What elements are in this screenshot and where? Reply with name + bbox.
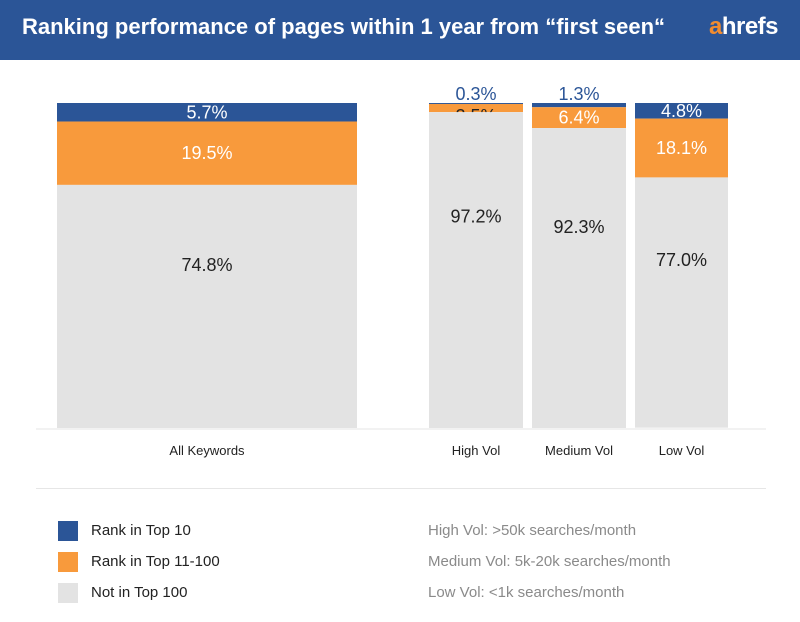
- bar-high-vol-top11-100: [429, 103, 523, 113]
- volume-notes: High Vol: >50k searches/month Medium Vol…: [428, 515, 671, 608]
- note-high-vol: High Vol: >50k searches/month: [428, 522, 637, 539]
- bar-medium-vol-top10: [532, 103, 626, 108]
- ahrefs-logo: ahrefs: [708, 13, 779, 41]
- x-tick-label-high-vol: High Vol: [452, 443, 501, 458]
- legend-divider: [36, 488, 766, 489]
- note-low-vol: Low Vol: <1k searches/month: [428, 584, 625, 601]
- legend-swatch-top11-100: [58, 551, 78, 572]
- data-label-low-vol-top10: 4.8%: [661, 101, 702, 121]
- data-label-medium-vol-not-top100: 92.3%: [553, 217, 604, 237]
- x-tick-label-low-vol: Low Vol: [659, 443, 705, 458]
- data-label-low-vol-top11-100: 18.1%: [656, 138, 707, 158]
- data-label-low-vol-not-top100: 77.0%: [656, 250, 707, 270]
- legend-item-top11-100: Rank in Top 11-100: [58, 546, 220, 577]
- data-label-all-keywords-not-top100: 74.8%: [181, 255, 232, 275]
- legend: Rank in Top 10 Rank in Top 11-100 Not in…: [58, 515, 220, 608]
- bar-high-vol-not-top100: [429, 112, 523, 428]
- legend-label-top11-100: Rank in Top 11-100: [91, 553, 220, 570]
- data-label-all-keywords-top11-100: 19.5%: [181, 143, 232, 163]
- note-medium-vol: Medium Vol: 5k-20k searches/month: [428, 553, 671, 570]
- legend-swatch-top10: [58, 520, 78, 541]
- bar-high-vol-top10: [429, 103, 523, 104]
- bar-all-keywords-top10: [57, 103, 357, 122]
- legend-swatch-not-top100: [58, 582, 78, 603]
- data-label-medium-vol-top10: 1.3%: [558, 84, 599, 104]
- bar-all-keywords-not-top100: [57, 184, 357, 428]
- bar-all-keywords-top11-100: [57, 121, 357, 185]
- bar-low-vol-not-top100: [635, 177, 728, 428]
- chart-title: Ranking performance of pages within 1 ye…: [22, 14, 666, 39]
- bar-medium-vol-top11-100: [532, 107, 626, 129]
- data-label-medium-vol-top11-100: 6.4%: [558, 108, 599, 128]
- bar-low-vol-top11-100: [635, 118, 728, 178]
- data-label-high-vol-not-top100: 97.2%: [450, 206, 501, 226]
- legend-item-not-top100: Not in Top 100: [58, 577, 220, 608]
- x-tick-label-all-keywords: All Keywords: [169, 443, 245, 458]
- logo-letter-a: a: [708, 13, 722, 40]
- bar-medium-vol-not-top100: [532, 128, 626, 428]
- stacked-bar-chart: 5.7%19.5%74.8%All Keywords0.3%2.5%97.2%H…: [36, 84, 766, 458]
- x-tick-label-medium-vol: Medium Vol: [545, 443, 613, 458]
- data-label-high-vol-top10: 0.3%: [455, 84, 496, 104]
- logo-text: hrefs: [721, 13, 779, 40]
- legend-item-top10: Rank in Top 10: [58, 515, 220, 546]
- data-label-all-keywords-top10: 5.7%: [186, 102, 227, 122]
- legend-label-not-top100: Not in Top 100: [91, 584, 188, 601]
- legend-label-top10: Rank in Top 10: [91, 522, 191, 539]
- bar-low-vol-top10: [635, 103, 728, 119]
- chart-header: Ranking performance of pages within 1 ye…: [0, 0, 800, 60]
